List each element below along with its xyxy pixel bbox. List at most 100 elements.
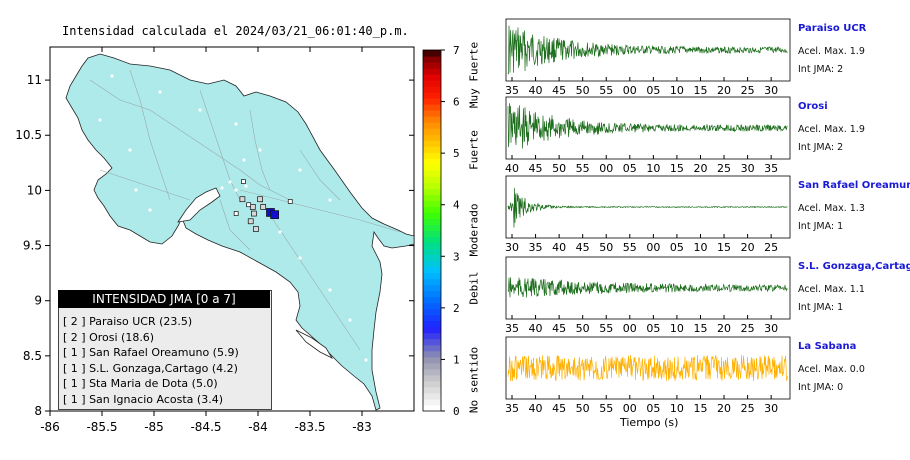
trace-tick-label: 45 [552,84,566,97]
waveform-line [507,354,788,382]
legend-station-entry: [ 2 ] Paraiso UCR (23.5) [63,315,193,328]
waveform-line [507,187,788,228]
colorbar-category-label: Debil [467,271,481,305]
colorbar-segment [423,74,441,81]
map-x-tick-label: -84.5 [190,420,221,434]
trace-tick-label: 15 [717,241,731,254]
colorbar-segment [423,80,441,87]
time-axis-label: Tiempo (s) [620,416,679,429]
colorbar-segment [423,332,441,340]
map-y-tick-label: 11 [27,73,42,87]
colorbar-segment [423,242,441,250]
colorbar-segment [423,146,441,153]
trace-tick-label: 00 [599,162,613,175]
station-marker [257,196,263,203]
trace-tick-label: 25 [741,84,755,97]
colorbar-segment [423,290,441,298]
colorbar-tick-label: 6 [453,96,460,109]
trace-tick-label: 25 [764,241,778,254]
trace-tick-label: 20 [717,402,731,415]
colorbar-segment [423,278,441,286]
colorbar-segment [423,404,441,412]
colorbar-segment [423,236,441,244]
map-x-tick-label: -86 [40,420,60,434]
colorbar-category-label: Moderado [467,203,481,257]
trace-tick-label: 20 [717,322,731,335]
trace-tick-label: 45 [552,322,566,335]
station-marker [250,210,257,217]
station-marker [253,226,259,232]
trace-tick-label: 10 [670,84,684,97]
trace-tick-label: 40 [505,162,519,175]
colorbar-segment [423,224,441,231]
trace-tick-label: 25 [741,402,755,415]
trace-tick-label: 10 [670,322,684,335]
colorbar-segment [423,50,441,57]
trace-station-name: San Rafael Oreamuno [798,180,910,191]
colorbar-segment [423,206,441,213]
legend-station-entry: [ 1 ] Sta Maria de Dota (5.0) [63,377,218,390]
trace-tick-label: 55 [599,322,613,335]
map-x-tick-label: -84 [248,420,268,434]
trace-tick-label: 15 [693,402,707,415]
station-markers [233,179,293,232]
colorbar-segment [423,326,441,334]
trace-tick-label: 00 [623,84,637,97]
waveform-line [507,25,788,75]
colorbar-segment [423,134,441,141]
colorbar-segment [423,314,441,322]
colorbar-segment [423,122,441,129]
colorbar-segment [423,230,441,238]
trace-tick-label: 55 [623,241,637,254]
colorbar-segment [423,188,441,195]
trace-tick-label: 45 [552,402,566,415]
trace-jma-intensity: Int JMA: 1 [798,302,844,313]
trace-max-accel: Acel. Max. 1.9 [798,46,865,57]
colorbar-segment [423,110,441,117]
colorbar-frame [422,49,442,412]
station-marker [233,211,239,216]
colorbar-segment [423,86,441,93]
station-marker [241,179,246,184]
trace-tick-label: 50 [552,162,566,175]
trace-frame [505,256,791,320]
colorbar-segment [423,128,441,135]
trace-max-accel: Acel. Max. 1.1 [798,284,865,295]
station-marker [287,199,293,204]
trace-tick-label: 35 [505,84,519,97]
trace-tick-label: 10 [693,241,707,254]
map-y-tick-label: 9.5 [23,239,42,253]
trace-max-accel: Acel. Max. 1.9 [798,124,865,135]
colorbar-segment [423,302,441,310]
trace-tick-label: 15 [693,84,707,97]
trace-tick-label: 20 [741,241,755,254]
colorbar-tick-label: 0 [453,405,460,418]
colorbar-segment [423,68,441,75]
station-legend [58,290,272,410]
trace-jma-intensity: Int JMA: 2 [798,142,844,153]
waveform-line [507,277,788,298]
trace-tick-label: 40 [529,84,543,97]
map-axes: -86 -85.5 -85 -84.5 -84 -83.5 -83 8 8.5 9 9.5 10 10.… [15,47,414,434]
trace-tick-label: 05 [646,84,660,97]
station-marker [246,202,251,208]
colorbar-segment [423,356,441,364]
colorbar-tick-label: 5 [453,147,460,160]
colorbar-segment [423,98,441,105]
trace-tick-label: 40 [529,402,543,415]
station-marker [249,204,256,210]
colorbar-segment [423,374,441,382]
waveform-line [507,103,788,149]
legend-title: INTENSIDAD JMA [0 a 7] [58,290,270,308]
legend-station-entry: [ 1 ] San Rafael Oreamuno (5.9) [63,346,239,359]
osa-gulf [295,329,334,359]
trace-tick-label: 50 [599,241,613,254]
map-x-tick-label: -83.5 [294,420,325,434]
trace-jma-intensity: Int JMA: 1 [798,221,844,232]
trace-tick-label: 00 [623,322,637,335]
colorbar-segment [423,260,441,268]
trace-tick-label: 05 [670,241,684,254]
colorbar-segment [423,152,441,159]
colorbar-segment [423,296,441,304]
